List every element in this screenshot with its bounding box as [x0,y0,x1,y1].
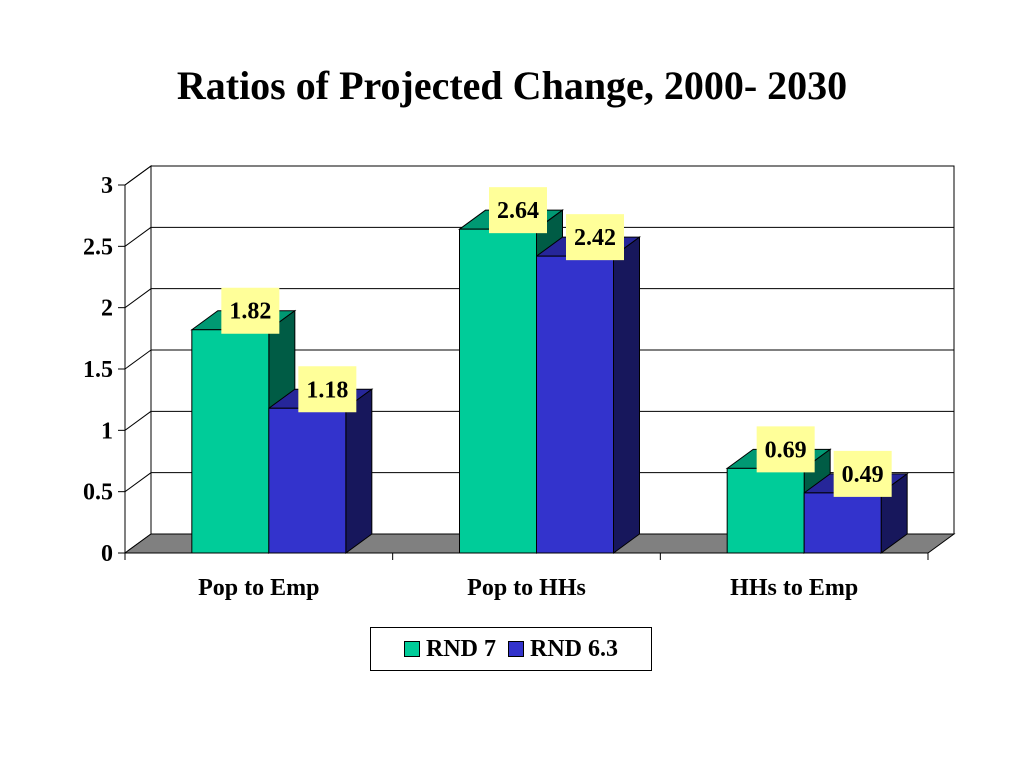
gridline-side [124,226,152,247]
y-tick-label: 3 [101,173,113,199]
data-label: 1.82 [229,299,271,325]
data-label: 1.18 [306,377,348,403]
legend-item-series-1: RND 7 [404,636,496,663]
data-label-bg [756,426,815,473]
x-tick-label: HHs to Emp [730,575,858,601]
bar-series-2 [803,492,882,554]
bar-series-2 [268,407,347,554]
legend-label-series-2: RND 6.3 [530,635,618,662]
data-label-bg [566,214,624,261]
y-tick-label: 2.5 [83,234,113,260]
data-label: 2.42 [574,225,616,251]
gridline-side [124,472,152,493]
y-tick-label: 1.5 [83,357,113,383]
y-tick-label: 1 [101,418,113,444]
bar-series-1 [459,228,537,554]
data-label: 2.64 [497,198,539,224]
data-label-bg [833,450,892,497]
bar-series-1 [191,329,270,554]
bar-side [345,388,373,554]
legend-swatch-series-2 [508,641,524,657]
gridline-side [124,165,152,186]
chart-legend: RND 7 RND 6.3 [370,627,652,671]
y-tick-label: 2 [101,296,113,322]
legend-label-series-1: RND 7 [426,635,496,662]
data-label: 0.69 [765,437,807,463]
gridline-side [124,410,152,431]
y-tick-label: 0 [101,541,113,567]
x-tick-label: Pop to HHs [467,575,586,601]
y-tick-label: 0.5 [83,480,113,506]
bar-series-2 [536,255,614,554]
bar-series-1 [726,467,805,554]
data-label-bg [298,366,357,413]
chart-title: Ratios of Projected Change, 2000- 2030 [176,63,848,108]
x-tick-label: Pop to Emp [198,575,319,601]
data-label: 0.49 [842,462,884,488]
legend-item-series-2: RND 6.3 [508,636,618,663]
legend-swatch-series-1 [404,641,420,657]
data-label-bg [221,287,280,334]
bar-side [613,236,640,554]
gridline-side [124,349,152,370]
data-label-bg [489,187,547,234]
gridline-side [124,288,152,309]
